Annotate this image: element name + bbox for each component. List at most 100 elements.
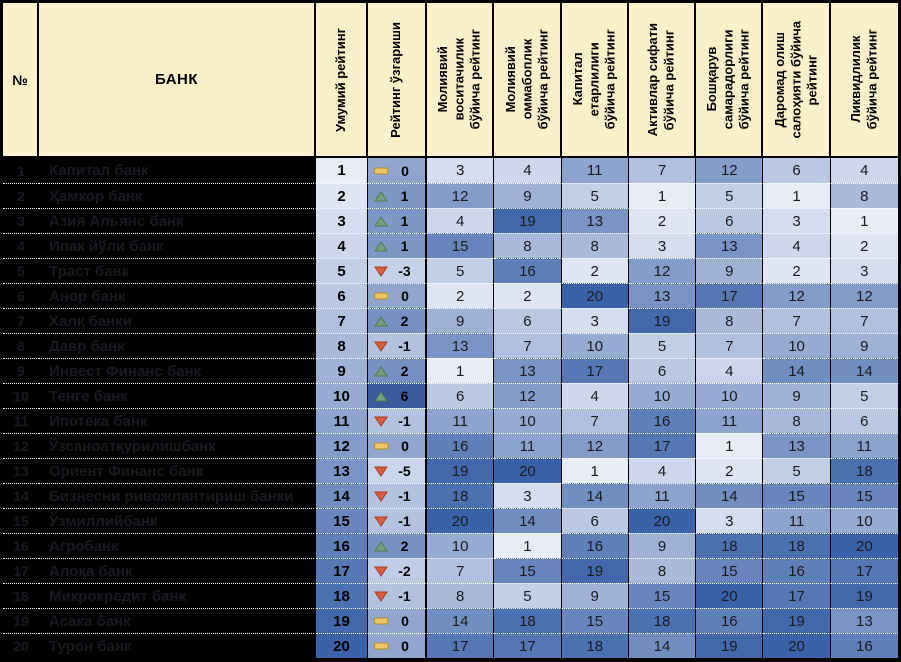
rating-cell: 2 xyxy=(830,233,898,258)
rating-cell: 12 xyxy=(494,383,562,408)
trend-up-icon xyxy=(374,390,388,401)
rating-cell: 15 xyxy=(696,558,764,583)
rating-change-value: 2 xyxy=(400,313,409,329)
rating-cell: 1 xyxy=(628,183,697,208)
rank-cell: 5 xyxy=(3,258,39,283)
overall-rating-cell: 7 xyxy=(316,308,368,333)
rating-cell: 5 xyxy=(494,583,562,608)
overall-rating-cell: 19 xyxy=(316,608,368,633)
overall-rating-cell: 2 xyxy=(316,183,368,208)
rating-cell: 18 xyxy=(628,608,697,633)
rank-cell: 17 xyxy=(3,558,39,583)
rating-cell: 2 xyxy=(628,208,697,233)
bank-name-cell: Халқ банки xyxy=(39,308,316,333)
rating-cell: 1 xyxy=(830,208,898,233)
rating-cell: 17 xyxy=(561,358,629,383)
trend-up-icon xyxy=(374,240,388,251)
rating-cell: 7 xyxy=(494,333,562,358)
rating-cell: 10 xyxy=(830,508,898,533)
rating-cell: 20 xyxy=(427,508,495,533)
rating-cell: 15 xyxy=(427,233,495,258)
trend-down-icon xyxy=(374,516,388,527)
rating-cell: 11 xyxy=(427,408,495,433)
col-header-num-label: № xyxy=(12,71,28,88)
rating-change-value: 1 xyxy=(400,238,409,254)
rating-cell: 1 xyxy=(494,533,562,558)
rating-change-value: -1 xyxy=(398,413,411,429)
trend-flat-icon xyxy=(374,292,389,300)
trend-down-icon xyxy=(374,341,388,352)
rating-cell: 20 xyxy=(561,283,629,308)
rating-cell: 6 xyxy=(696,208,764,233)
rating-change-value: 2 xyxy=(400,538,409,554)
bank-name-cell: Агробанк xyxy=(39,533,316,558)
rating-change-cell: 2 xyxy=(368,308,427,333)
rating-cell: 19 xyxy=(696,633,764,658)
rating-cell: 13 xyxy=(763,433,831,458)
col-header-metric: Молиявий воситачилик бўйича рейтинг xyxy=(427,3,495,158)
bank-name-cell: Асака банк xyxy=(39,608,316,633)
trend-flat-icon xyxy=(374,642,389,650)
overall-rating-cell: 4 xyxy=(316,233,368,258)
rating-change-value: -1 xyxy=(398,338,411,354)
rating-cell: 19 xyxy=(830,583,898,608)
rank-cell: 1 xyxy=(3,158,39,183)
rating-cell: 5 xyxy=(763,458,831,483)
rating-change-cell: 1 xyxy=(368,183,427,208)
rating-change-value: -2 xyxy=(398,563,411,579)
rating-cell: 6 xyxy=(561,508,629,533)
rating-cell: 15 xyxy=(830,483,898,508)
rating-cell: 15 xyxy=(561,608,629,633)
bank-name-cell: Ориент Финанс банк xyxy=(39,458,316,483)
rating-cell: 8 xyxy=(494,233,562,258)
rating-change-value: -1 xyxy=(398,588,411,604)
rating-cell: 13 xyxy=(628,283,697,308)
rating-cell: 10 xyxy=(628,383,697,408)
rating-cell: 15 xyxy=(494,558,562,583)
rating-cell: 5 xyxy=(427,258,495,283)
rating-cell: 14 xyxy=(830,358,898,383)
rating-cell: 16 xyxy=(628,408,697,433)
rating-cell: 13 xyxy=(561,208,629,233)
overall-rating-cell: 8 xyxy=(316,333,368,358)
rank-cell: 11 xyxy=(3,408,39,433)
rating-cell: 17 xyxy=(763,583,831,608)
bank-name-cell: Азия Альянс банк xyxy=(39,208,316,233)
rating-cell: 14 xyxy=(696,483,764,508)
rating-cell: 10 xyxy=(427,533,495,558)
rating-cell: 6 xyxy=(763,158,831,183)
overall-rating-cell: 1 xyxy=(316,158,368,183)
overall-rating-cell: 10 xyxy=(316,383,368,408)
rating-change-value: 1 xyxy=(400,188,409,204)
overall-rating-cell: 20 xyxy=(316,633,368,658)
rating-cell: 11 xyxy=(561,158,629,183)
rating-cell: 6 xyxy=(830,408,898,433)
rating-cell: 6 xyxy=(494,308,562,333)
rank-cell: 16 xyxy=(3,533,39,558)
col-header-change-label: Рейтинг ўзгариши xyxy=(388,21,404,138)
rating-cell: 8 xyxy=(696,308,764,333)
trend-down-icon xyxy=(374,466,388,477)
rank-cell: 7 xyxy=(3,308,39,333)
rating-cell: 19 xyxy=(494,208,562,233)
rating-change-value: 0 xyxy=(401,438,409,454)
bank-name-cell: Микрокредит банк xyxy=(39,583,316,608)
rank-cell: 19 xyxy=(3,608,39,633)
rating-change-cell: -2 xyxy=(368,558,427,583)
rank-cell: 8 xyxy=(3,333,39,358)
rating-cell: 16 xyxy=(696,608,764,633)
rating-cell: 7 xyxy=(427,558,495,583)
rating-cell: 4 xyxy=(628,458,697,483)
rating-cell: 9 xyxy=(561,583,629,608)
rating-cell: 16 xyxy=(830,633,898,658)
rating-change-value: 1 xyxy=(400,213,409,229)
rating-cell: 15 xyxy=(763,483,831,508)
rating-cell: 2 xyxy=(427,283,495,308)
rating-cell: 7 xyxy=(696,333,764,358)
rating-cell: 12 xyxy=(628,258,697,283)
rating-cell: 13 xyxy=(696,233,764,258)
rating-cell: 8 xyxy=(763,408,831,433)
rank-cell: 15 xyxy=(3,508,39,533)
rating-cell: 3 xyxy=(696,508,764,533)
rating-cell: 10 xyxy=(763,333,831,358)
